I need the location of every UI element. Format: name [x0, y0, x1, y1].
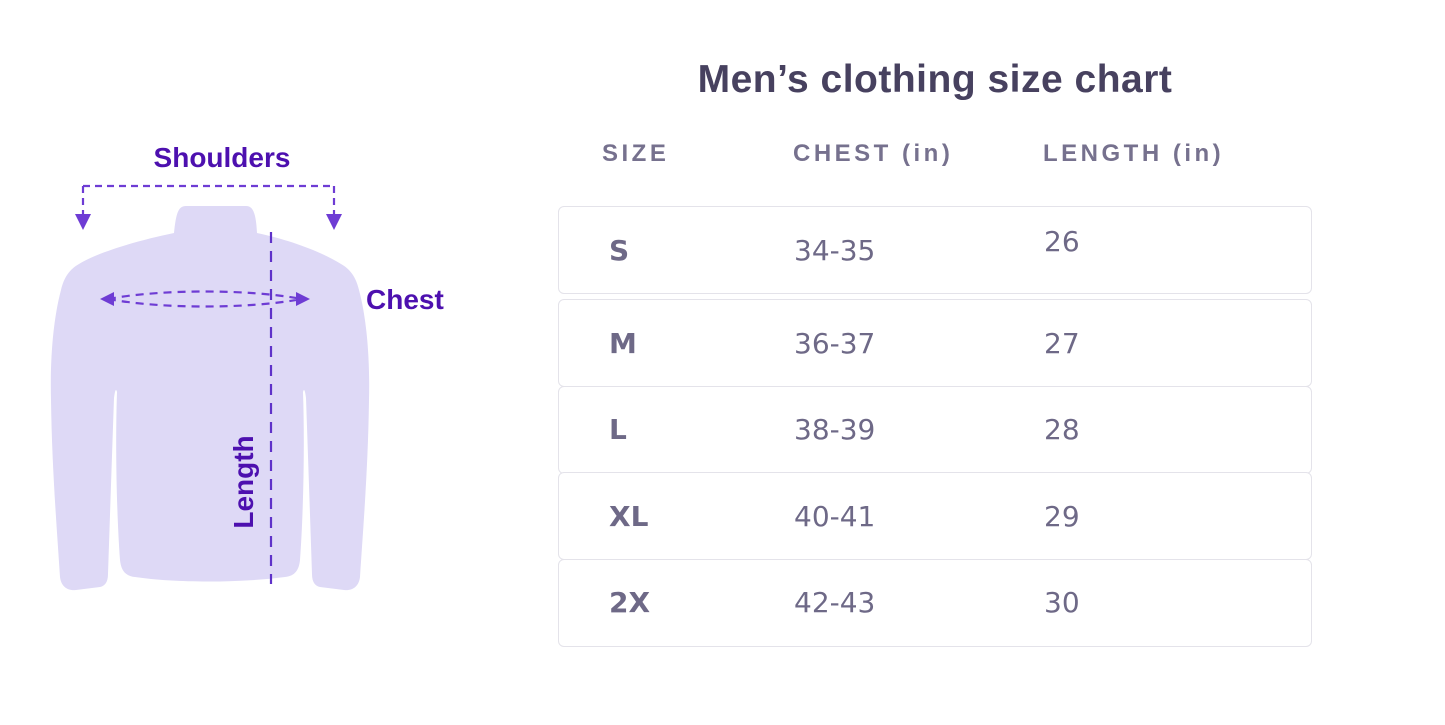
shirt-silhouette: [50, 206, 370, 591]
chest-measurement-ellipse: [100, 290, 310, 308]
length-value: 28: [1044, 413, 1080, 446]
table-row: XL 40-41 29: [558, 472, 1312, 560]
table-row: 2X 42-43 30: [558, 558, 1312, 647]
size-value: S: [609, 233, 630, 267]
arrow-down-icon: [326, 214, 342, 230]
chest-value: 40-41: [794, 499, 876, 533]
arrow-right-icon: [296, 292, 310, 306]
table-row: S 34-35 26: [558, 206, 1312, 294]
table-row: L 38-39 28: [558, 385, 1312, 474]
chest-label: Chest: [366, 284, 444, 315]
page-title: Men’s clothing size chart: [697, 58, 1173, 101]
size-table: S 34-35 26 M 36-37 27 L 38-39 28 XL 40-4…: [558, 206, 1312, 647]
chest-value: 34-35: [794, 233, 876, 267]
chest-value: 36-37: [794, 326, 876, 360]
length-value: 29: [1044, 499, 1080, 533]
table-header-row: SIZE CHEST (in) LENGTH (in): [558, 140, 1312, 168]
length-value: 26: [1044, 224, 1080, 258]
size-measurement-figure: Shoulders Chest Length: [0, 0, 520, 725]
arrow-left-icon: [100, 292, 114, 306]
column-header-size: SIZE: [602, 140, 670, 167]
length-value: 27: [1044, 326, 1080, 360]
column-header-length: LENGTH (in): [1043, 140, 1225, 167]
table-row: M 36-37 27: [558, 299, 1312, 387]
column-header-chest: CHEST (in): [793, 140, 954, 167]
arrow-down-icon: [75, 214, 91, 230]
shoulders-label: Shoulders: [153, 142, 291, 173]
chest-value: 42-43: [794, 586, 876, 619]
length-value: 30: [1044, 586, 1080, 619]
size-value: M: [609, 326, 637, 360]
size-chart-panel: Men’s clothing size chart SIZE CHEST (in…: [558, 0, 1312, 725]
size-value: L: [609, 413, 627, 446]
shoulders-measurement-arrows: [75, 184, 342, 230]
size-value: 2X: [609, 586, 651, 619]
size-value: XL: [609, 499, 649, 533]
shirt-illustration: [50, 184, 370, 591]
length-label: Length: [228, 435, 259, 529]
chest-value: 38-39: [794, 413, 876, 446]
